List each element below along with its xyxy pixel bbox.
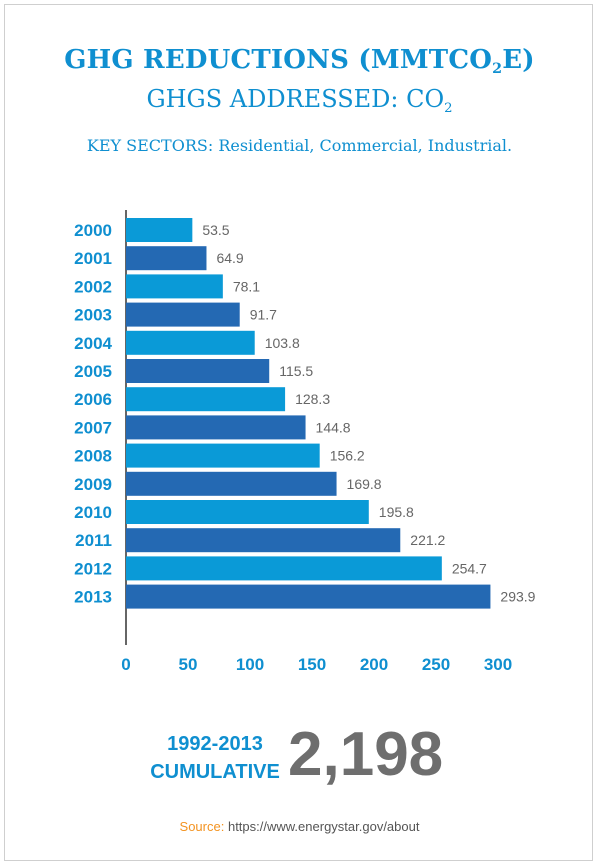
bar-2008 — [126, 443, 320, 468]
bar-2012 — [126, 556, 442, 581]
x-tick-label-100: 100 — [236, 655, 264, 674]
value-label-2008: 156.2 — [330, 448, 365, 464]
key-sectors-text: KEY SECTORS: Residential, Commercial, In… — [86, 136, 513, 155]
value-label-2002: 78.1 — [233, 278, 260, 294]
category-label-2007: 2007 — [74, 418, 112, 437]
bar-2007 — [126, 415, 306, 440]
source-url: https://www.energystar.gov/about — [227, 819, 420, 834]
category-label-2003: 2003 — [74, 306, 112, 325]
value-label-2013: 293.9 — [500, 589, 535, 605]
value-label-2012: 254.7 — [452, 560, 487, 576]
value-label-2000: 53.5 — [202, 222, 229, 238]
cumulative-word: CUMULATIVE — [150, 761, 280, 783]
chart-subtitle: GHGS ADDRESSED: CO2 — [146, 85, 453, 116]
value-label-2003: 91.7 — [250, 307, 277, 323]
value-label-2005: 115.5 — [279, 363, 313, 379]
bar-2004 — [126, 330, 255, 355]
cumulative-years: 1992-2013 — [167, 733, 263, 755]
infographic-frame — [4, 4, 593, 861]
value-label-2007: 144.8 — [316, 419, 351, 435]
bar-2013 — [126, 584, 491, 609]
x-tick-label-300: 300 — [484, 655, 512, 674]
bar-2001 — [126, 246, 207, 271]
category-label-2002: 2002 — [74, 277, 112, 296]
source-line: Source: https://www.energystar.gov/about — [0, 819, 599, 834]
bar-2005 — [126, 359, 270, 383]
category-label-2013: 2013 — [74, 588, 112, 607]
category-label-2010: 2010 — [74, 503, 112, 522]
bar-2006 — [126, 387, 286, 412]
category-label-2011: 2011 — [75, 531, 112, 550]
category-label-2001: 2001 — [74, 249, 112, 268]
category-label-2006: 2006 — [74, 390, 112, 409]
bar-2000 — [126, 218, 193, 242]
value-label-2011: 221.2 — [410, 532, 445, 548]
category-label-2012: 2012 — [74, 559, 112, 578]
x-tick-label-200: 200 — [360, 655, 388, 674]
category-label-2004: 2004 — [74, 334, 112, 353]
bar-2009 — [126, 471, 337, 496]
value-label-2010: 195.8 — [379, 504, 414, 520]
x-tick-label-50: 50 — [179, 655, 198, 674]
category-label-2008: 2008 — [74, 447, 112, 466]
x-tick-label-0: 0 — [121, 655, 130, 674]
value-label-2006: 128.3 — [295, 391, 330, 407]
value-label-2001: 64.9 — [216, 250, 243, 266]
bar-2011 — [126, 528, 401, 553]
cumulative-label: 1992-2013 CUMULATIVE — [150, 730, 280, 786]
value-label-2004: 103.8 — [265, 335, 300, 351]
bar-2003 — [126, 302, 240, 327]
value-label-2009: 169.8 — [347, 476, 382, 492]
category-label-2005: 2005 — [74, 362, 112, 381]
bar-2002 — [126, 274, 223, 299]
category-label-2000: 2000 — [74, 221, 112, 240]
category-label-2009: 2009 — [74, 475, 112, 494]
source-label: Source: — [179, 819, 225, 834]
bar-2010 — [126, 500, 369, 524]
x-tick-label-250: 250 — [422, 655, 450, 674]
x-tick-label-150: 150 — [298, 655, 326, 674]
cumulative-value: 2,198 — [288, 720, 444, 789]
chart-title: GHG REDUCTIONS (MMTCO2E) — [64, 45, 535, 77]
